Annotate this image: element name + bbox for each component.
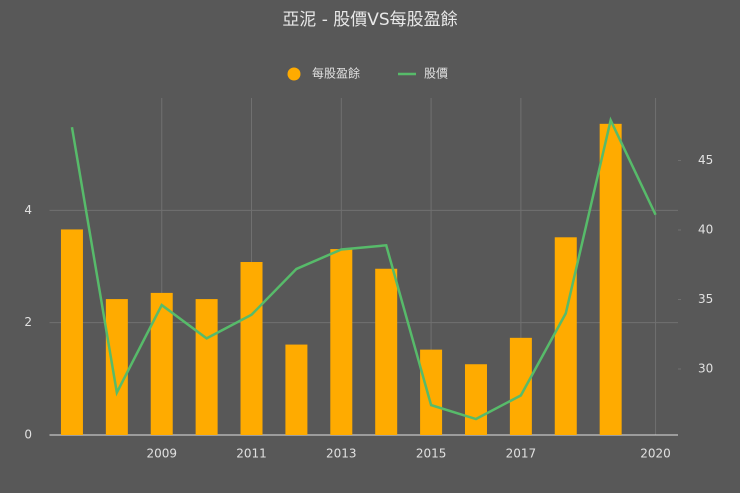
line	[70, 116, 657, 421]
bar	[285, 344, 308, 435]
y2-tick-label: 40	[698, 223, 713, 237]
chart-title: 亞泥 - 股價VS每股盈餘	[282, 10, 457, 30]
bar	[150, 292, 173, 435]
y2-tick-label: 30	[698, 361, 713, 375]
legend-label: 股價	[424, 67, 448, 81]
bar	[240, 262, 263, 435]
y2-tick-label: 45	[698, 153, 713, 167]
y-tick-label: 2	[24, 315, 32, 329]
x-tick-label: 2013	[326, 447, 357, 461]
x-tick-label: 2009	[146, 447, 177, 461]
x-tick-label: 2015	[416, 447, 447, 461]
bar	[599, 123, 622, 435]
bar	[554, 237, 577, 435]
bar	[509, 337, 532, 435]
bar	[195, 299, 218, 435]
x-tick-label: 2017	[506, 447, 537, 461]
bar	[105, 299, 128, 435]
legend-swatch	[287, 67, 301, 81]
x-tick-label: 2020	[640, 447, 671, 461]
legend-label: 每股盈餘	[312, 66, 360, 81]
x-tick-label: 2011	[236, 447, 267, 461]
y-tick-label: 0	[24, 428, 32, 442]
bar	[464, 364, 487, 435]
bar	[330, 249, 353, 435]
bar	[60, 229, 83, 435]
bar	[420, 349, 443, 435]
bar	[375, 268, 398, 435]
y-tick-label: 4	[24, 203, 32, 217]
y2-tick-label: 35	[698, 292, 713, 306]
